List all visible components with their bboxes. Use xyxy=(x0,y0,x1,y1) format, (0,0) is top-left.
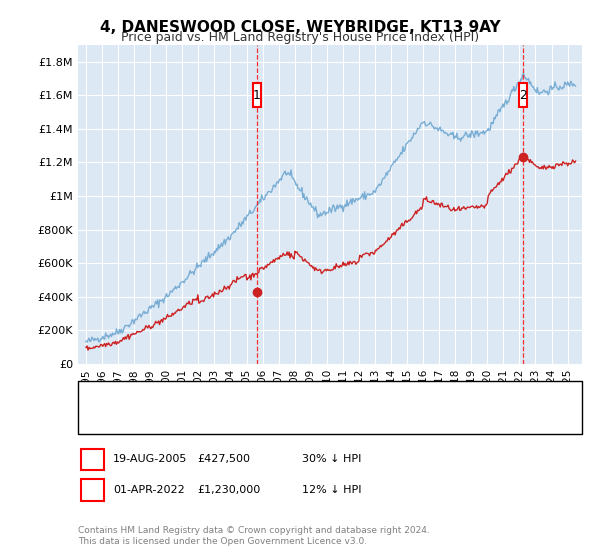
Text: 19-AUG-2005: 19-AUG-2005 xyxy=(113,454,187,464)
FancyBboxPatch shape xyxy=(253,83,260,107)
Text: HPI: Average price, detached house, Elmbridge: HPI: Average price, detached house, Elmb… xyxy=(126,414,372,424)
Text: Price paid vs. HM Land Registry's House Price Index (HPI): Price paid vs. HM Land Registry's House … xyxy=(121,31,479,44)
Text: 12% ↓ HPI: 12% ↓ HPI xyxy=(302,485,361,495)
Text: 4, DANESWOOD CLOSE, WEYBRIDGE, KT13 9AY (detached house): 4, DANESWOOD CLOSE, WEYBRIDGE, KT13 9AY … xyxy=(126,391,466,401)
Text: £1,230,000: £1,230,000 xyxy=(197,485,260,495)
FancyBboxPatch shape xyxy=(520,83,527,107)
Text: Contains HM Land Registry data © Crown copyright and database right 2024.
This d: Contains HM Land Registry data © Crown c… xyxy=(78,526,430,546)
Text: £427,500: £427,500 xyxy=(197,454,250,464)
Text: 4, DANESWOOD CLOSE, WEYBRIDGE, KT13 9AY: 4, DANESWOOD CLOSE, WEYBRIDGE, KT13 9AY xyxy=(100,20,500,35)
Text: 2: 2 xyxy=(89,485,96,495)
Text: 30% ↓ HPI: 30% ↓ HPI xyxy=(302,454,361,464)
Text: 1: 1 xyxy=(89,454,96,464)
Text: 01-APR-2022: 01-APR-2022 xyxy=(113,485,185,495)
Text: 2: 2 xyxy=(520,88,527,102)
Text: 1: 1 xyxy=(253,88,260,102)
